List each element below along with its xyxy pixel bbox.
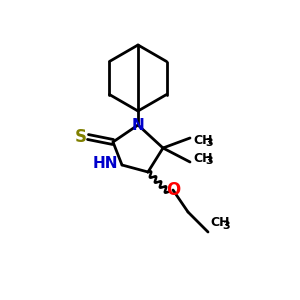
Text: 3: 3 — [222, 221, 230, 231]
Text: S: S — [75, 128, 87, 146]
Text: 3: 3 — [205, 156, 213, 166]
Text: HN: HN — [92, 157, 118, 172]
Text: CH: CH — [193, 152, 212, 166]
Text: O: O — [166, 181, 180, 199]
Text: CH: CH — [210, 216, 230, 229]
Text: N: N — [132, 118, 144, 133]
Text: CH: CH — [193, 134, 212, 148]
Text: 3: 3 — [205, 138, 213, 148]
